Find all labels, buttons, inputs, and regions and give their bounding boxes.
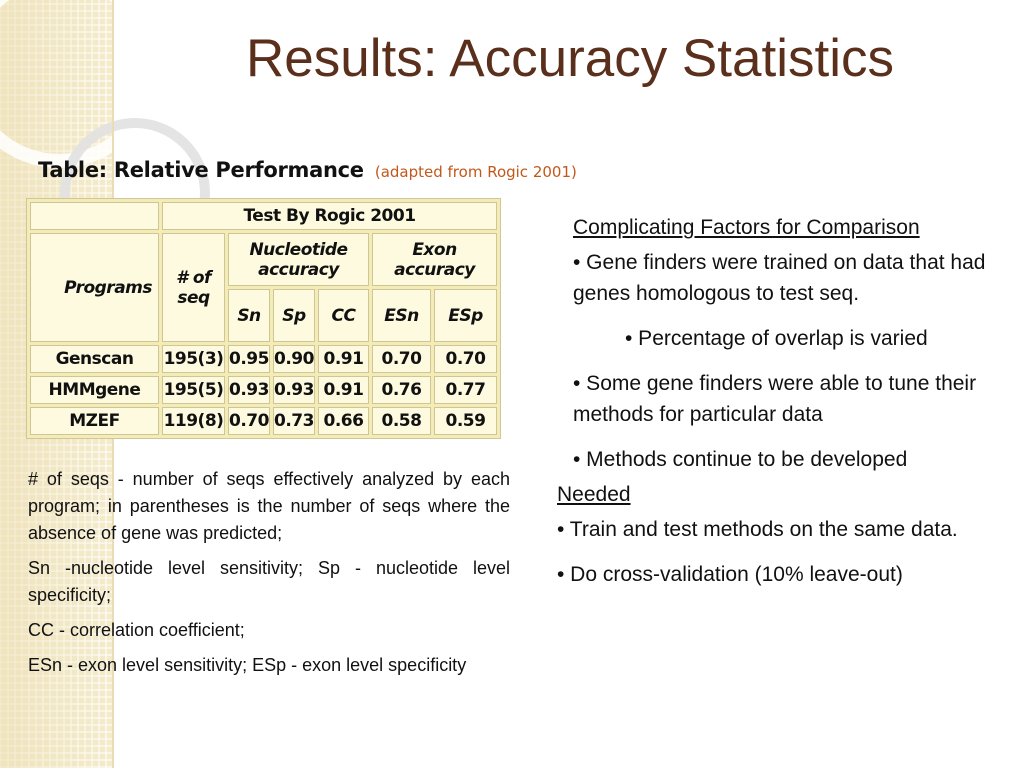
header-sp: Sp: [273, 289, 315, 342]
cell-esp: 0.70: [434, 345, 497, 373]
slide-title: Results: Accuracy Statistics: [246, 29, 894, 88]
cell-esn: 0.76: [372, 376, 431, 404]
table-corner-cell: [30, 202, 159, 230]
heading-complicating-factors: Complicating Factors for Comparison: [573, 216, 920, 239]
cell-program: MZEF: [30, 407, 159, 435]
cell-esn: 0.58: [372, 407, 431, 435]
right-column: Complicating Factors for Comparison • Ge…: [557, 212, 1007, 604]
cell-cc: 0.91: [318, 376, 369, 404]
header-esp: ESp: [434, 289, 497, 342]
bullet-cross-validation: • Do cross-validation (10% leave-out): [557, 563, 903, 586]
header-exon-accuracy: Exon accuracy: [372, 233, 497, 286]
header-sn: Sn: [228, 289, 270, 342]
cell-program: Genscan: [30, 345, 159, 373]
cell-program: HMMgene: [30, 376, 159, 404]
cell-esp: 0.77: [434, 376, 497, 404]
cell-seq: 195(5): [162, 376, 225, 404]
cell-cc: 0.66: [318, 407, 369, 435]
note-esn-esp: ESn - exon level sensitivity; ESp - exon…: [28, 655, 467, 675]
note-sn-sp: Sn -nucleotide level sensitivity; Sp - n…: [28, 558, 510, 605]
header-nucleotide-accuracy: Nucleotide accuracy: [228, 233, 369, 286]
cell-esn: 0.70: [372, 345, 431, 373]
note-cc: CC - correlation coefficient;: [28, 620, 245, 640]
table-row: MZEF 119(8) 0.70 0.73 0.66 0.58 0.59: [30, 407, 497, 435]
bullet-methods-developed: • Methods continue to be developed: [573, 448, 908, 471]
header-esn: ESn: [372, 289, 431, 342]
cell-sn: 0.93: [228, 376, 270, 404]
table-caption-source: (adapted from Rogic 2001): [374, 163, 577, 181]
cell-sn: 0.95: [228, 345, 270, 373]
bullet-train-test-same: • Train and test methods on the same dat…: [557, 518, 958, 541]
performance-table: Test By Rogic 2001 Programs # of seq Nuc…: [26, 198, 501, 439]
header-cc: CC: [318, 289, 369, 342]
cell-cc: 0.91: [318, 345, 369, 373]
cell-sp: 0.73: [273, 407, 315, 435]
table-row: HMMgene 195(5) 0.93 0.93 0.91 0.76 0.77: [30, 376, 497, 404]
cell-sp: 0.93: [273, 376, 315, 404]
cell-esp: 0.59: [434, 407, 497, 435]
cell-seq: 119(8): [162, 407, 225, 435]
cell-seq: 195(3): [162, 345, 225, 373]
bullet-overlap: • Percentage of overlap is varied: [625, 327, 928, 350]
header-seq-count: # of seq: [162, 233, 225, 342]
table-caption-main: Table: Relative Performance: [38, 158, 364, 182]
cell-sn: 0.70: [228, 407, 270, 435]
table-top-header: Test By Rogic 2001: [162, 202, 497, 230]
bullet-training-data: • Gene finders were trained on data that…: [573, 251, 986, 305]
heading-needed: Needed: [557, 483, 631, 506]
bullet-tune-methods: • Some gene finders were able to tune th…: [573, 372, 977, 426]
table-row: Genscan 195(3) 0.95 0.90 0.91 0.70 0.70: [30, 345, 497, 373]
table-notes: # of seqs - number of seqs effectively a…: [28, 466, 510, 687]
header-programs: Programs: [30, 233, 159, 342]
table-caption: Table: Relative Performance (adapted fro…: [38, 158, 577, 182]
note-seqs: # of seqs - number of seqs effectively a…: [28, 469, 510, 543]
cell-sp: 0.90: [273, 345, 315, 373]
